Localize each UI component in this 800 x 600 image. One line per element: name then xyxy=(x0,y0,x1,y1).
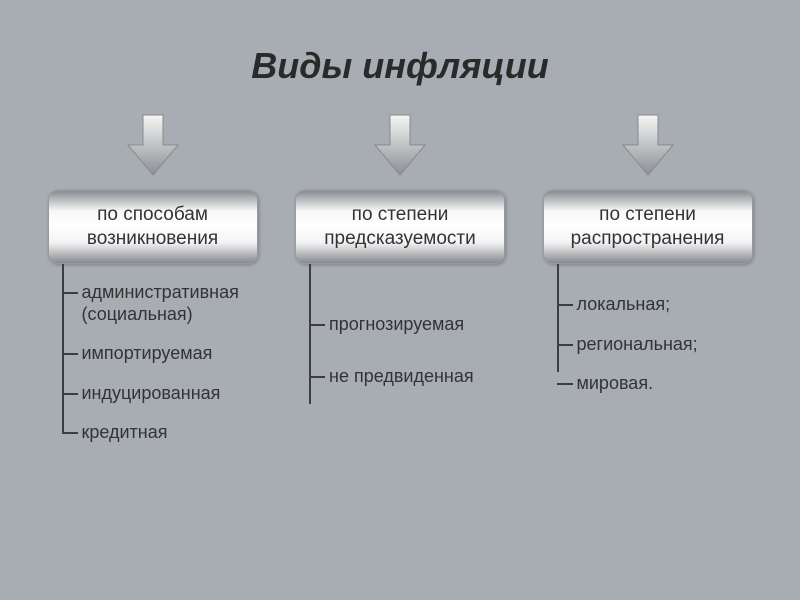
list-item: мировая. xyxy=(543,373,753,395)
list-item: индуцированная xyxy=(48,383,258,405)
tree-spread: локальная; региональная; мировая. xyxy=(543,264,753,395)
category-box-spread: по степени распространения xyxy=(543,190,753,264)
list-item: не предвиденная xyxy=(295,366,505,388)
column-predictability: по степени предсказуемости прогнозируема… xyxy=(288,110,513,444)
page-title: Виды инфляции xyxy=(0,45,800,87)
list-item: прогнозируемая xyxy=(295,314,505,336)
category-box-origin: по способам возникновения xyxy=(48,190,258,264)
column-spread: по степени распространения локальная; ре… xyxy=(535,110,760,444)
list-item: импортируемая xyxy=(48,343,258,365)
category-box-predictability: по степени предсказуемости xyxy=(295,190,505,264)
tree-origin: административная (социальная) импортируе… xyxy=(48,264,258,444)
list-item: административная (социальная) xyxy=(48,282,258,325)
arrow-icon xyxy=(370,110,430,180)
arrow-icon xyxy=(618,110,678,180)
list-item: локальная; xyxy=(543,294,753,316)
columns-container: по способам возникновения административн… xyxy=(40,110,760,444)
list-item: кредитная xyxy=(48,422,258,444)
tree-vline xyxy=(557,264,559,372)
list-item: региональная; xyxy=(543,334,753,356)
tree-predictability: прогнозируемая не предвиденная xyxy=(295,264,505,387)
arrow-icon xyxy=(123,110,183,180)
column-origin: по способам возникновения административн… xyxy=(40,110,265,444)
